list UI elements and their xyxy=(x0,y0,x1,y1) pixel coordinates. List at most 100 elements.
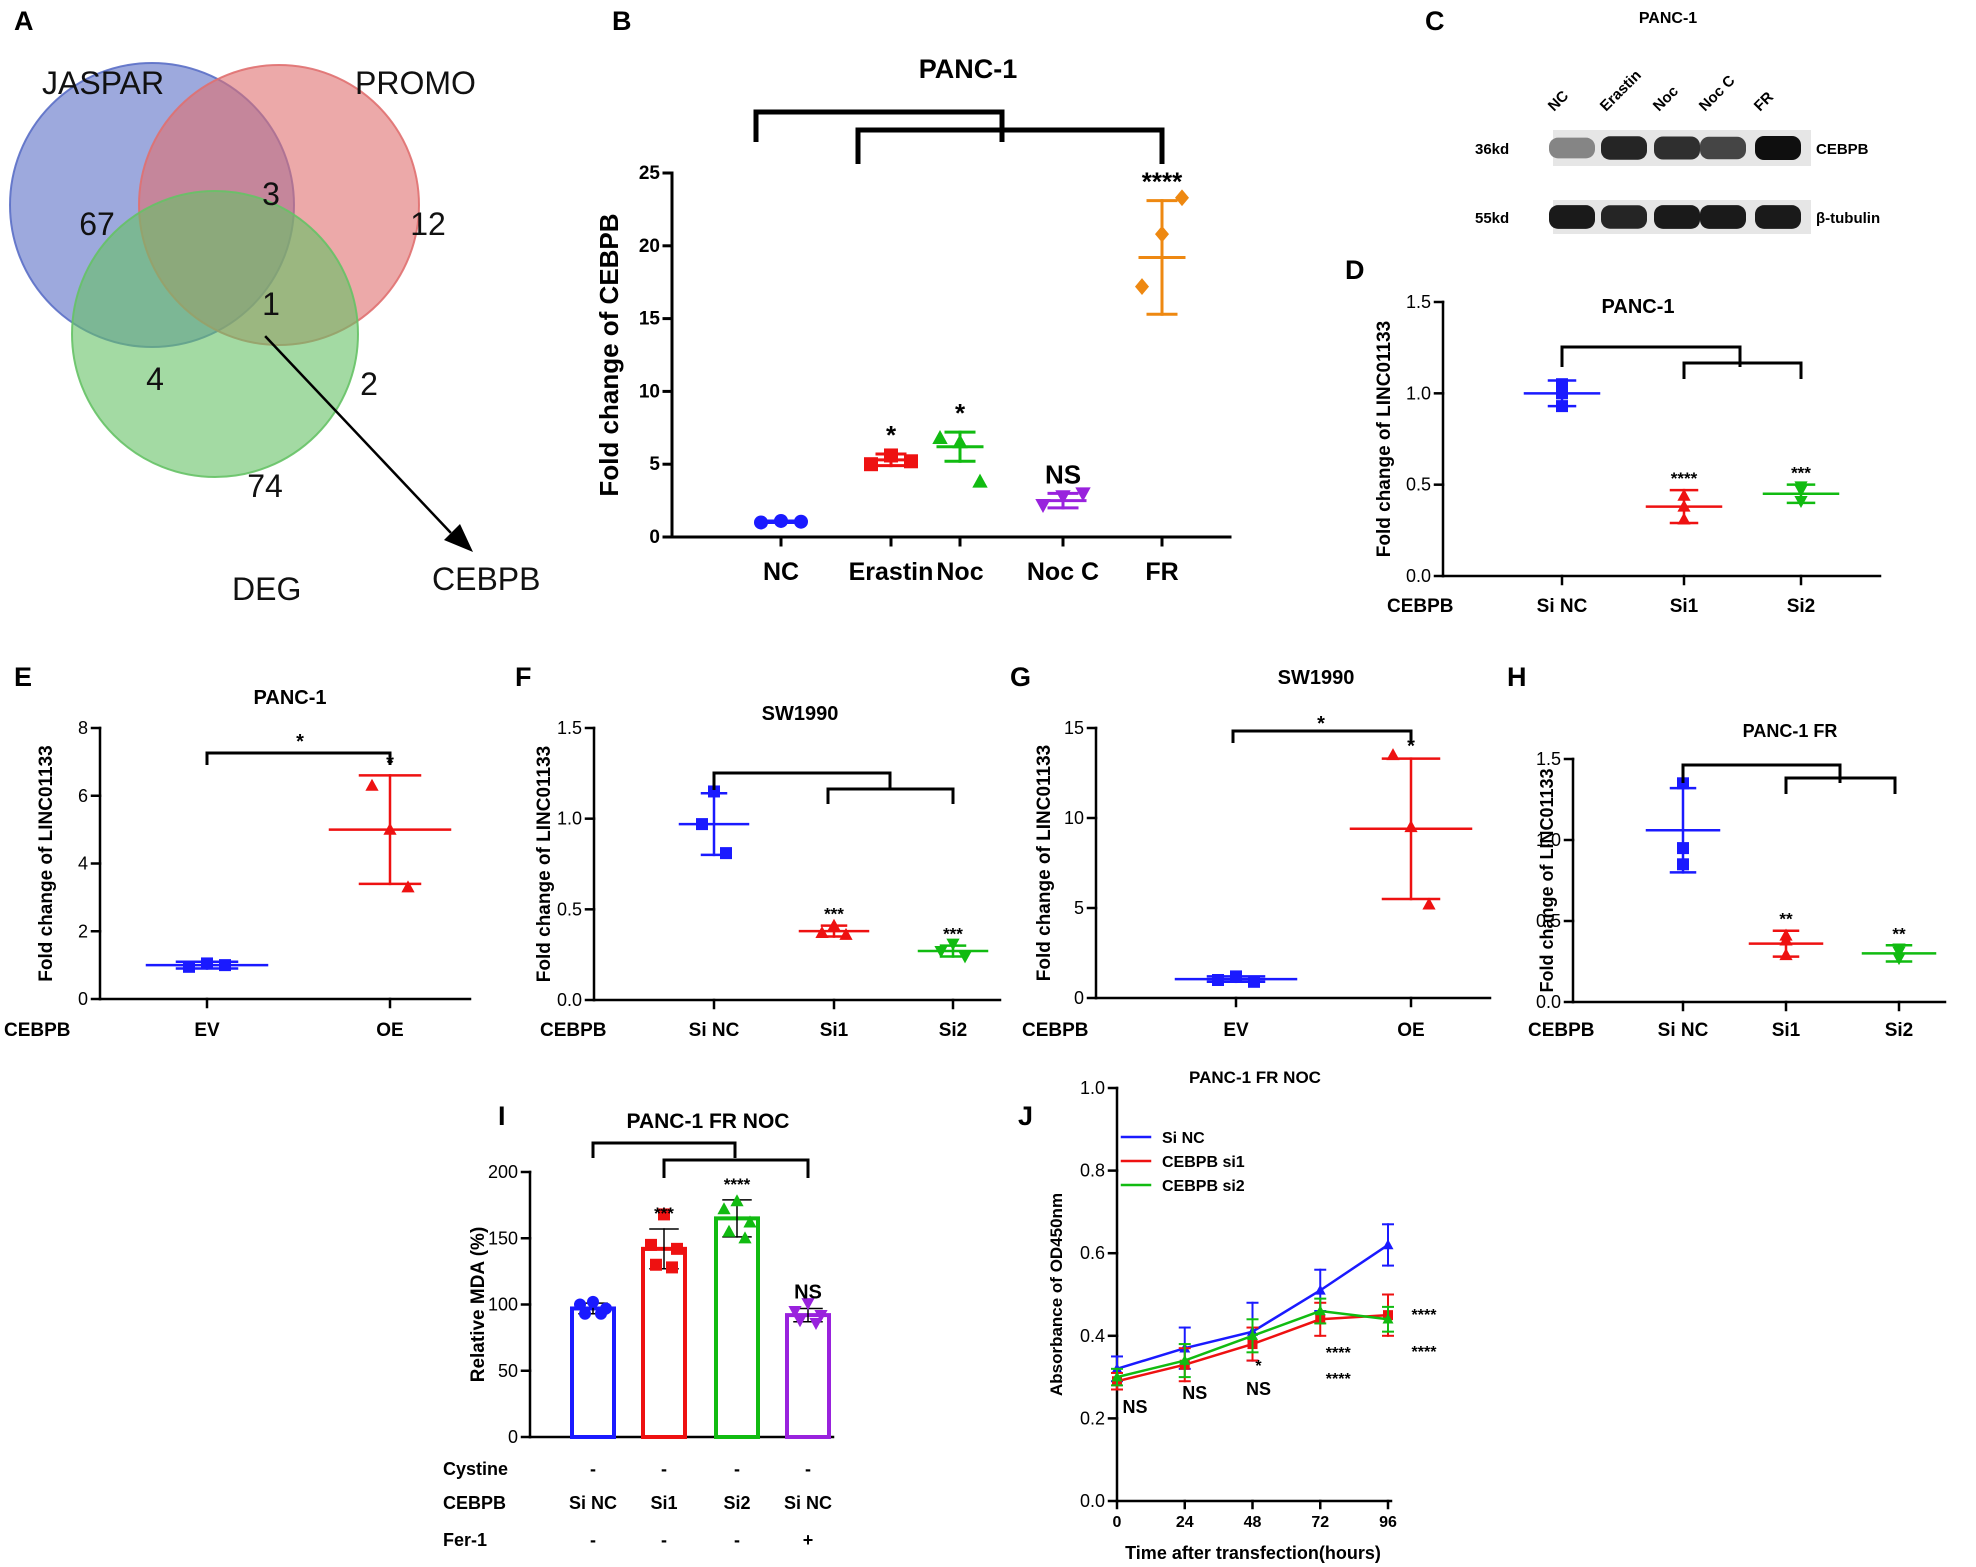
venn-region-count: 4 xyxy=(146,361,164,397)
panel-b-y-label: Fold change of CEBPB xyxy=(594,213,624,496)
panel-b-significance-label: * xyxy=(886,420,897,450)
panel-e-bracket-significance: * xyxy=(296,731,304,753)
panel-f-data-point xyxy=(934,945,948,958)
panel-letter-f: F xyxy=(515,662,532,692)
panel-b-data-point xyxy=(1135,278,1149,295)
panel-b-title: PANC-1 xyxy=(919,54,1018,84)
panel-b-category-label: FR xyxy=(1145,558,1178,586)
panel-i-title: PANC-1 FR NOC xyxy=(627,1110,790,1133)
panel-h-y-tick-label: 1.5 xyxy=(1536,749,1561,769)
panel-i-bar xyxy=(570,1306,616,1439)
blot-lane-label: NC xyxy=(1545,87,1572,114)
panel-g-data-point xyxy=(1422,897,1436,910)
panel-i-data-point xyxy=(574,1298,586,1311)
panel-j-y-label: Absorbance of OD450nm xyxy=(1047,1193,1066,1396)
panel-j-significance-label: NS xyxy=(1122,1397,1147,1417)
panel-d-y-tick-label: 0.5 xyxy=(1406,475,1431,495)
panel-f-data-point xyxy=(827,918,841,931)
panel-j-x-tick-label: 0 xyxy=(1113,1514,1122,1531)
panel-i-condition-label: Cystine xyxy=(443,1459,508,1479)
panel-f-data-point xyxy=(958,951,972,964)
panel-f-data-point xyxy=(720,847,732,860)
panel-j-data-point xyxy=(1314,1305,1326,1316)
panel-d-data-point xyxy=(1556,378,1568,391)
panel-g-y-tick-label: 5 xyxy=(1074,898,1084,918)
panel-i-bar xyxy=(714,1216,760,1439)
venn-arrow-head xyxy=(444,524,473,552)
panel-b-y-tick-label: 25 xyxy=(639,163,661,184)
panel-d-bracket-inner xyxy=(1682,361,1803,379)
panel-j-data-point xyxy=(1111,1371,1123,1382)
panel-h-data-point xyxy=(1677,777,1689,790)
panel-d-y-label: Fold change of LINC01133 xyxy=(1374,321,1395,558)
panel-i-data-point xyxy=(738,1231,752,1244)
panel-b-y-tick-label: 15 xyxy=(639,309,661,330)
panel-e-data-point xyxy=(401,880,415,893)
venn-region-count: 1 xyxy=(262,286,280,322)
panel-f-y-label: Fold change of LINC01133 xyxy=(534,746,555,983)
panel-j-x-tick-label: 48 xyxy=(1244,1514,1262,1531)
panel-d-significance-label: *** xyxy=(1791,464,1811,483)
venn-region-count: 12 xyxy=(410,206,446,242)
panel-i-data-point xyxy=(587,1295,599,1308)
panel-b-y-tick-label: 10 xyxy=(639,381,660,402)
panel-g-title: SW1990 xyxy=(1278,667,1355,689)
panel-j-x-label: Time after transfection(hours) xyxy=(1125,1543,1381,1563)
panel-f-y-tick-label: 1.0 xyxy=(557,809,582,829)
panel-e-bracket xyxy=(205,751,392,765)
panel-letter-c: C xyxy=(1425,6,1445,36)
panel-j-significance-label: **** xyxy=(1326,1371,1352,1388)
panel-j-legend-label: CEBPB si2 xyxy=(1162,1178,1245,1195)
panel-f-y-tick-label: 0.0 xyxy=(557,990,582,1010)
panel-b-data-point xyxy=(1075,487,1091,502)
panel-letter-d: D xyxy=(1345,255,1365,285)
panel-g-row-label: CEBPB xyxy=(1022,1020,1089,1041)
panel-g-category-label: OE xyxy=(1397,1020,1424,1041)
panel-j-data-point xyxy=(1382,1313,1394,1324)
panel-f-category-label: Si NC xyxy=(689,1020,740,1041)
panel-i-data-point xyxy=(595,1307,607,1320)
panel-letter-a: A xyxy=(14,6,34,36)
panel-i-condition-value: - xyxy=(734,1459,740,1479)
panel-h-y-label: Fold change of LINC01133 xyxy=(1537,768,1557,992)
panel-h-significance-label: ** xyxy=(1892,924,1906,943)
panel-j-title: PANC-1 FR NOC xyxy=(1189,1068,1321,1087)
venn-arrow-line xyxy=(264,335,452,534)
panel-f-significance-label: *** xyxy=(943,925,963,944)
panel-e-category-label: OE xyxy=(376,1020,403,1041)
panel-d-category-label: Si2 xyxy=(1787,596,1816,617)
panel-f-bracket-inner xyxy=(826,787,955,804)
panel-h-category-label: Si NC xyxy=(1658,1020,1709,1041)
panel-i-condition-value: - xyxy=(661,1530,667,1550)
panel-d-data-point xyxy=(1556,387,1568,400)
panel-f-y-tick-label: 0.5 xyxy=(557,899,582,919)
panel-i-data-point xyxy=(801,1298,815,1311)
blot-band xyxy=(1755,205,1801,229)
venn-set-label-promo: PROMO xyxy=(355,65,476,101)
panel-h-data-point xyxy=(1892,953,1906,966)
panel-i-condition-value: - xyxy=(590,1459,596,1479)
panel-i-data-point xyxy=(814,1310,828,1322)
panel-g-y-tick-label: 0 xyxy=(1074,988,1084,1008)
panel-h-category-label: Si2 xyxy=(1885,1020,1914,1041)
blot-band xyxy=(1654,136,1700,160)
panel-b-category-label: Erastin xyxy=(849,558,934,586)
panel-h-y-tick-label: 1.0 xyxy=(1536,830,1561,850)
panel-e-data-point xyxy=(201,957,213,970)
panel-g-category-label: EV xyxy=(1223,1020,1249,1041)
panel-e-data-point xyxy=(219,959,231,972)
panel-f-data-point xyxy=(946,938,960,951)
panel-i-y-tick-label: 100 xyxy=(488,1295,518,1315)
panel-j-significance-label: NS xyxy=(1182,1383,1207,1403)
panel-d-bracket-outer xyxy=(1560,345,1742,367)
panel-i-data-point xyxy=(658,1208,670,1221)
panel-i-condition-label: CEBPB xyxy=(443,1493,506,1513)
blot-protein-label: β-tubulin xyxy=(1816,210,1880,227)
panel-letter-b: B xyxy=(612,6,632,36)
panel-b-data-point xyxy=(904,454,918,469)
panel-g-data-point xyxy=(1248,975,1260,988)
panel-b-comparison-bracket-inner xyxy=(855,127,1165,164)
panel-i-y-tick-label: 150 xyxy=(488,1228,518,1248)
panel-i-y-label: Relative MDA (%) xyxy=(468,1227,489,1383)
panel-d-category-label: Si NC xyxy=(1537,596,1588,617)
